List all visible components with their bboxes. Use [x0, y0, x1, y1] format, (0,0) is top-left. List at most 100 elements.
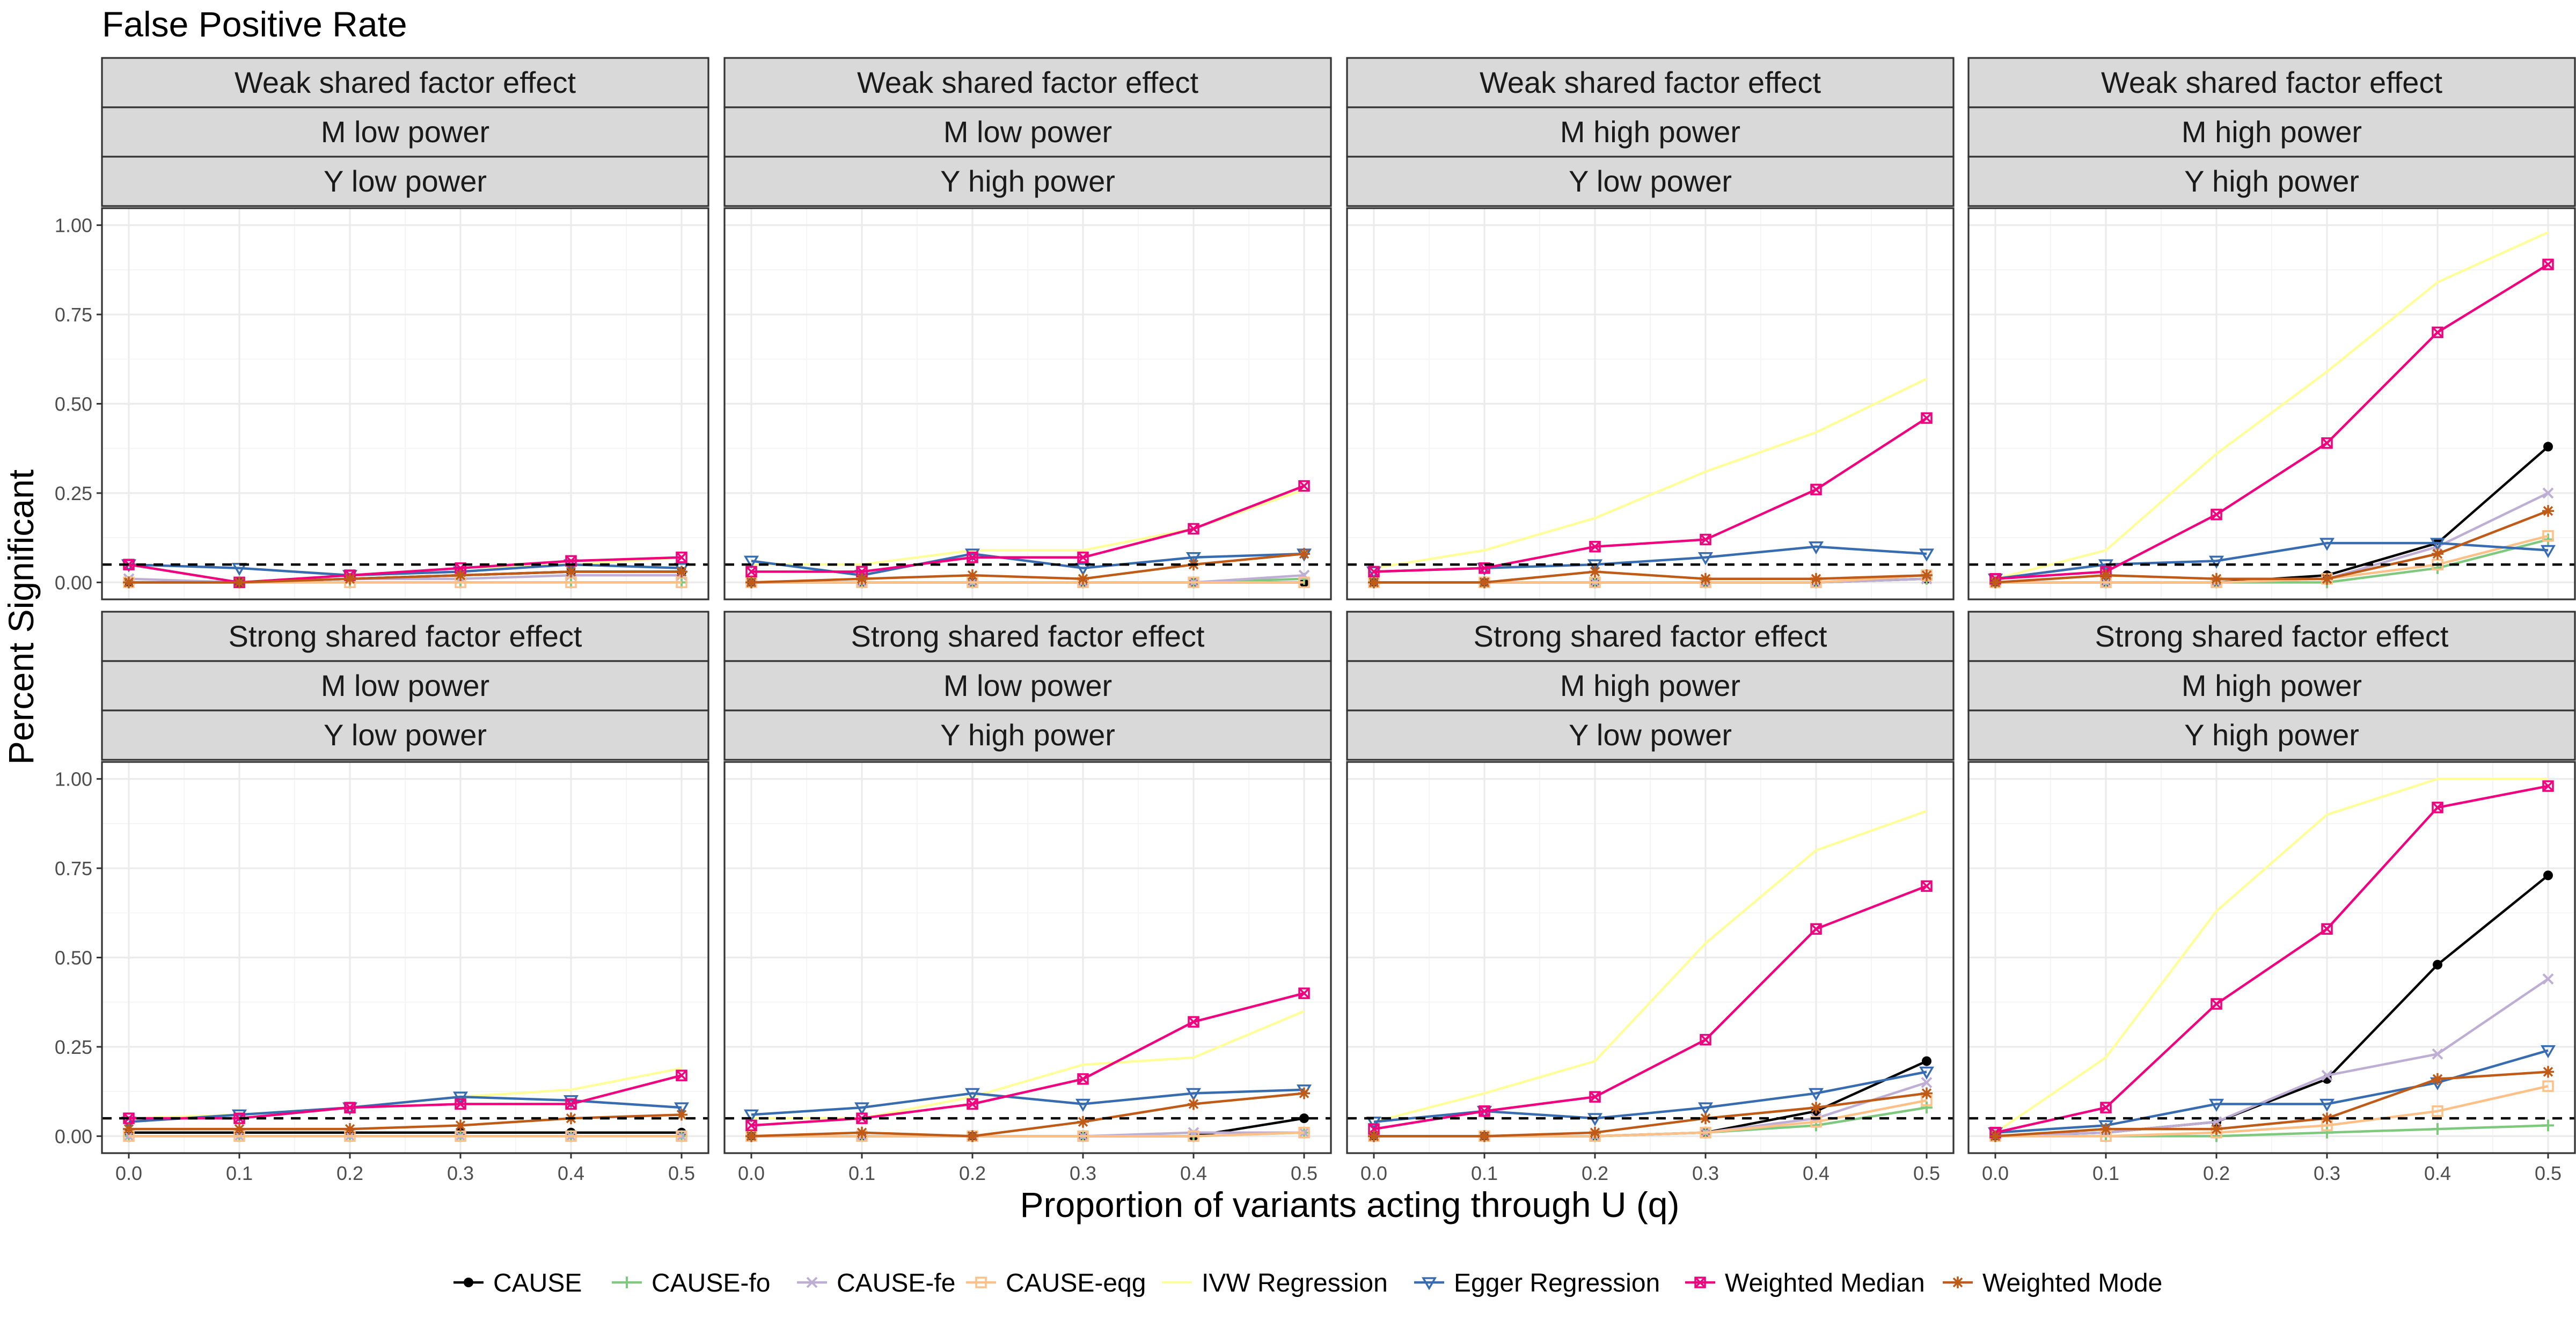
- legend-label: IVW Regression: [1202, 1269, 1388, 1297]
- series-line-weighted-median: [1995, 784, 2549, 1134]
- x-tick-label: 0.3: [1070, 1162, 1096, 1184]
- data-point-weighted-median: [1921, 412, 1933, 424]
- facet-strip: [723, 660, 1332, 712]
- facet-strip: [101, 106, 709, 158]
- data-point-weighted-mode: [1589, 566, 1601, 578]
- facet-strip: [101, 57, 709, 108]
- facet-panel: Strong shared factor effect M low power Y …: [55, 611, 709, 1184]
- series-line-ivw-regression: [1373, 810, 1927, 1123]
- data-point-egger-regression: [2208, 555, 2224, 569]
- data-point-weighted-median: [1077, 1073, 1089, 1085]
- data-point-weighted-median: [2211, 509, 2222, 520]
- data-point-cause-eqg: [1188, 1130, 1199, 1142]
- facet-strip: [1346, 709, 1955, 761]
- y-tick-label: 1.00: [55, 215, 92, 237]
- panel-border: [1346, 761, 1955, 1154]
- x-tick-label: 0.2: [1582, 1162, 1608, 1184]
- legend-item-cause-eqg: CAUSE-eqg: [966, 1269, 1146, 1297]
- facet-strip-label: M low power: [321, 115, 489, 149]
- facet-strip: [1346, 106, 1955, 158]
- y-tick-label: 0.50: [55, 393, 92, 415]
- legend: CAUSE CAUSE-fo CAUSE-fe CAUSE-eqg IVW Regres…: [453, 1269, 2162, 1297]
- legend-label: Weighted Median: [1725, 1269, 1925, 1297]
- y-axis-title: Percent Significant: [1, 470, 41, 765]
- facet-strip: [101, 156, 709, 207]
- data-point-cause-fe: [2321, 1069, 2333, 1081]
- data-point-weighted-mode: [2432, 548, 2443, 560]
- legend-key-marker: [1952, 1277, 1964, 1288]
- series-line-cause-eqg: [1995, 534, 2549, 584]
- x-tick-label: 0.0: [1982, 1162, 2009, 1184]
- facet-panel: Weak shared factor effect M high power Y l…: [1346, 57, 1955, 600]
- data-point-weighted-median: [1298, 987, 1310, 999]
- series-line-ivw-regression: [1995, 231, 2549, 580]
- facet-strip-label: M high power: [2182, 115, 2362, 149]
- chart-title: False Positive Rate: [102, 4, 407, 44]
- data-point-egger-regression: [1808, 541, 1824, 555]
- data-point-weighted-median: [967, 552, 978, 563]
- facet-strip-label: M low power: [943, 115, 1112, 149]
- data-point-weighted-mode: [1700, 573, 1711, 585]
- facet-strip: [723, 156, 1332, 207]
- data-point-weighted-mode: [856, 1126, 868, 1139]
- data-point-weighted-median: [1298, 480, 1310, 492]
- legend-label: Egger Regression: [1454, 1269, 1660, 1297]
- panel-border: [1967, 207, 2576, 600]
- series-line-weighted-mode: [129, 570, 682, 584]
- data-point-weighted-mode: [676, 1109, 687, 1121]
- data-point-weighted-mode: [344, 573, 356, 585]
- series-line-weighted-mode: [1374, 1092, 1927, 1138]
- data-point-weighted-median: [1700, 533, 1711, 546]
- data-point-egger-regression: [2540, 1045, 2556, 1059]
- legend-key-marker: [806, 1277, 818, 1288]
- legend-label: CAUSE: [493, 1269, 582, 1297]
- facet-panel: Strong shared factor effect M high power Y…: [1346, 611, 1955, 1184]
- facet-strip-label: Y high power: [940, 718, 1115, 752]
- series-line-egger-regression: [1995, 541, 2549, 580]
- data-point-weighted-median: [2542, 780, 2554, 792]
- facet-strip: [723, 611, 1332, 662]
- x-tick-label: 0.4: [2424, 1162, 2451, 1184]
- x-tick-label: 0.1: [226, 1162, 253, 1184]
- y-tick-label: 0.25: [55, 1036, 92, 1058]
- facet-strip: [1967, 709, 2576, 761]
- legend-label: Weighted Mode: [1982, 1269, 2162, 1297]
- x-tick-label: 0.5: [668, 1162, 695, 1184]
- legend-item-weighted-median: Weighted Median: [1685, 1269, 1925, 1297]
- data-point-weighted-mode: [2211, 1123, 2222, 1135]
- data-point-egger-regression: [2319, 538, 2335, 551]
- data-point-cause-eqg: [1188, 576, 1199, 589]
- facet-strip-label: Weak shared factor effect: [235, 65, 576, 99]
- facet-strip-label: Y low power: [1569, 164, 1732, 198]
- data-point-weighted-mode: [1989, 576, 2001, 589]
- series-line-egger-regression: [128, 1095, 682, 1123]
- data-point-egger-regression: [452, 1091, 469, 1105]
- series-line-ivw-regression: [1373, 377, 1927, 569]
- legend-key-marker: [621, 1277, 633, 1288]
- series-line-weighted-median: [751, 992, 1305, 1127]
- y-tick-label: 0.75: [55, 304, 92, 326]
- facet-strip: [1967, 57, 2576, 108]
- data-point-cause-fe: [2432, 1048, 2443, 1060]
- series-line-weighted-mode: [751, 552, 1305, 584]
- data-point-weighted-mode: [1921, 1087, 1933, 1099]
- legend-label: CAUSE-eqg: [1006, 1269, 1146, 1297]
- x-tick-label: 0.5: [1913, 1162, 1940, 1184]
- series-line-weighted-median: [1373, 417, 1928, 573]
- data-point-cause: [2543, 870, 2553, 881]
- x-tick-label: 0.4: [1180, 1162, 1207, 1184]
- data-point-egger-regression: [743, 1109, 759, 1123]
- data-point-weighted-mode: [745, 1130, 757, 1142]
- data-point-cause: [1299, 1113, 1309, 1124]
- data-point-weighted-mode: [1921, 569, 1933, 582]
- data-point-cause-eqg: [565, 1130, 577, 1142]
- data-point-weighted-median: [2542, 259, 2554, 270]
- data-point-egger-regression: [964, 1088, 980, 1101]
- legend-label: CAUSE-fe: [837, 1269, 955, 1297]
- series-line-cause-fe: [1995, 978, 2549, 1138]
- facet-strip-label: Y low power: [324, 718, 487, 752]
- data-point-weighted-median: [676, 552, 687, 563]
- data-point-weighted-mode: [455, 569, 466, 582]
- series-line-weighted-median: [1995, 263, 2549, 580]
